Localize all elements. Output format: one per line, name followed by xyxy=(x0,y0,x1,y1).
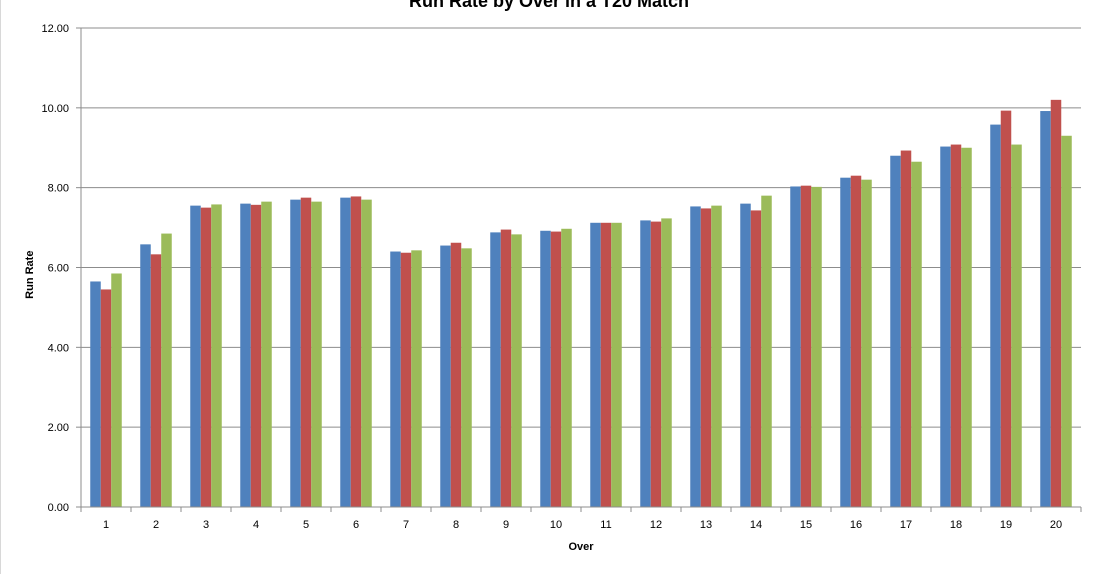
bar-series-1-over-4 xyxy=(240,203,251,507)
bar-series-2-over-5 xyxy=(300,197,312,507)
bar-series-3-over-7 xyxy=(411,250,422,507)
x-tick-label: 20 xyxy=(1050,519,1062,531)
bar-series-1-over-17 xyxy=(890,155,901,508)
bar-series-3-over-6 xyxy=(361,199,372,507)
bar-series-2-over-14 xyxy=(750,210,762,508)
chart-title: Run Rate by Over in a T20 Match xyxy=(409,0,689,11)
bar-series-2-over-2 xyxy=(150,254,162,507)
bar-series-1-over-1 xyxy=(90,281,101,507)
x-tick-label: 4 xyxy=(253,519,259,531)
bar-series-3-over-13 xyxy=(711,205,722,507)
bar-series-1-over-15 xyxy=(790,186,801,507)
bar-series-2-over-19 xyxy=(1000,110,1012,507)
bar-series-3-over-8 xyxy=(461,248,472,507)
bar-series-1-over-19 xyxy=(990,124,1001,507)
bar-series-1-over-14 xyxy=(740,203,751,507)
bar-series-3-over-17 xyxy=(911,161,922,507)
bar-series-2-over-11 xyxy=(600,222,612,508)
x-tick-label: 15 xyxy=(800,519,812,531)
bar-series-3-over-20 xyxy=(1061,135,1072,507)
bar-series-2-over-7 xyxy=(400,252,412,507)
bar-series-3-over-10 xyxy=(561,228,572,507)
bar-series-3-over-12 xyxy=(661,218,672,507)
x-tick-label: 14 xyxy=(750,519,762,531)
x-tick-label: 1 xyxy=(103,519,109,531)
bar-series-3-over-2 xyxy=(161,233,172,507)
bars xyxy=(90,99,1072,508)
x-tick-label: 16 xyxy=(850,519,862,531)
x-axis-title: Over xyxy=(568,541,594,553)
bar-series-1-over-5 xyxy=(290,199,301,507)
bar-series-3-over-5 xyxy=(311,201,322,507)
bar-series-2-over-15 xyxy=(800,185,812,508)
x-tick-label: 7 xyxy=(403,519,409,531)
bar-series-2-over-20 xyxy=(1050,99,1062,507)
x-tick-label: 19 xyxy=(1000,519,1012,531)
bar-series-2-over-17 xyxy=(900,150,912,508)
x-tick-label: 17 xyxy=(900,519,912,531)
bar-series-2-over-18 xyxy=(950,144,962,507)
x-tick-label: 18 xyxy=(950,519,962,531)
bar-series-1-over-7 xyxy=(390,251,401,507)
bar-series-1-over-16 xyxy=(840,177,851,507)
x-tick-label: 9 xyxy=(503,519,509,531)
y-tick-label: 6.00 xyxy=(48,263,69,275)
bar-series-1-over-6 xyxy=(340,197,351,507)
gridlines xyxy=(81,27,1081,428)
x-tick-label: 8 xyxy=(453,519,459,531)
bar-series-2-over-16 xyxy=(850,175,862,507)
bar-series-2-over-13 xyxy=(700,208,712,508)
x-tick-label: 6 xyxy=(353,519,359,531)
y-tick-label: 12.00 xyxy=(41,23,69,35)
bar-series-1-over-18 xyxy=(940,146,951,508)
bar-series-2-over-3 xyxy=(200,207,212,508)
bar-series-3-over-9 xyxy=(511,234,522,507)
x-tick-label: 2 xyxy=(153,519,159,531)
bar-series-3-over-4 xyxy=(261,201,272,507)
y-axis-ticks: 0.00 2.00 4.00 6.00 8.00 10.00 12.00 xyxy=(41,23,81,514)
bar-series-1-over-13 xyxy=(690,206,701,507)
x-tick-label: 5 xyxy=(303,519,309,531)
bar-series-3-over-3 xyxy=(211,204,222,507)
bar-series-3-over-15 xyxy=(811,186,822,507)
bar-series-2-over-8 xyxy=(450,242,462,507)
bar-series-1-over-2 xyxy=(140,244,151,507)
y-tick-label: 4.00 xyxy=(48,342,69,354)
bar-series-2-over-9 xyxy=(500,229,512,507)
bar-series-1-over-3 xyxy=(190,205,201,507)
x-tick-label: 12 xyxy=(650,519,662,531)
y-tick-label: 2.00 xyxy=(48,422,69,434)
x-tick-label: 10 xyxy=(550,519,562,531)
x-tick-label: 11 xyxy=(600,519,611,531)
bar-series-3-over-11 xyxy=(611,222,622,508)
bar-series-2-over-6 xyxy=(350,196,362,507)
bar-series-1-over-12 xyxy=(640,220,651,507)
y-tick-label: 0.00 xyxy=(48,502,69,514)
bar-series-3-over-14 xyxy=(761,195,772,507)
x-tick-label: 3 xyxy=(203,519,209,531)
bar-series-3-over-16 xyxy=(861,179,872,507)
bar-series-1-over-9 xyxy=(490,232,501,507)
bar-series-3-over-18 xyxy=(961,147,972,507)
y-tick-label: 10.00 xyxy=(41,103,69,115)
y-axis-title: Run Rate xyxy=(24,251,36,299)
x-tick-label: 13 xyxy=(700,519,712,531)
bar-series-3-over-19 xyxy=(1011,144,1022,507)
bar-series-2-over-10 xyxy=(550,231,562,507)
bar-series-1-over-11 xyxy=(590,222,601,508)
x-axis-ticks: 1 2 3 4 5 6 7 8 9 10 11 12 13 14 15 16 17 18 19 20 xyxy=(80,507,1082,531)
bar-series-2-over-12 xyxy=(650,221,662,507)
bar-series-2-over-1 xyxy=(100,289,112,507)
bar-series-1-over-20 xyxy=(1040,111,1051,507)
bar-series-1-over-10 xyxy=(540,230,551,507)
bar-series-1-over-8 xyxy=(440,245,451,508)
bar-series-3-over-1 xyxy=(111,273,122,507)
y-tick-label: 8.00 xyxy=(48,183,69,195)
bar-series-2-over-4 xyxy=(250,204,262,507)
